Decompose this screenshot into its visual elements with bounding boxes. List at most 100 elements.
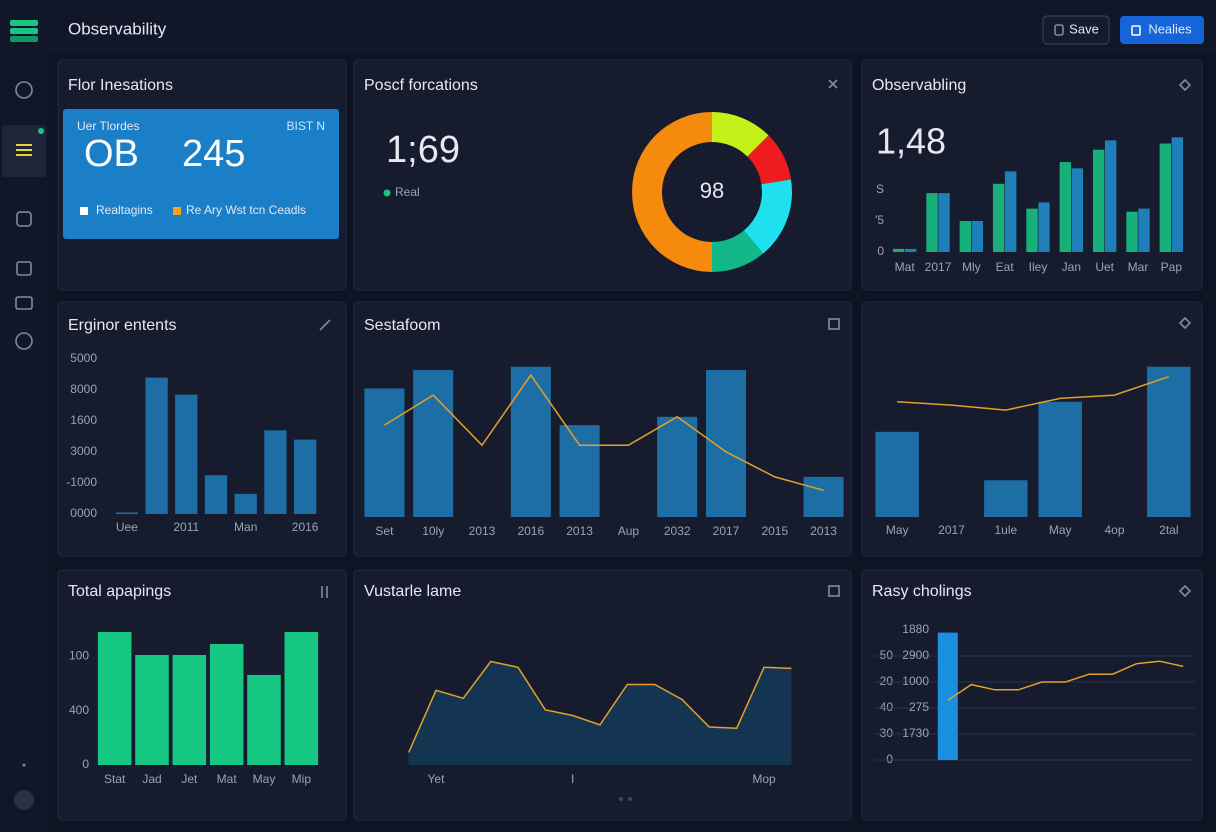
x-tick-label: I <box>571 772 574 786</box>
bar <box>1038 401 1082 517</box>
y-tick-label: 20 <box>880 674 894 688</box>
bar <box>705 370 747 517</box>
bar <box>209 643 244 765</box>
kpi-value: 245 <box>182 133 245 175</box>
bar <box>984 480 1028 517</box>
y-tick-label: 100 <box>69 648 89 662</box>
bar <box>1171 137 1184 252</box>
x-tick-label: Aup <box>618 524 640 538</box>
y2-tick-label: 1730 <box>902 726 929 740</box>
bar <box>559 425 600 517</box>
kpi-label: Uer Tlordes <box>77 119 139 133</box>
donut-segment <box>712 230 763 272</box>
y-tick-label: 5000 <box>70 351 97 365</box>
bar <box>1026 208 1038 252</box>
x-tick-label: 2013 <box>810 524 837 538</box>
donut-segment <box>632 112 712 272</box>
panel-title: Sestafoom <box>364 317 440 334</box>
panel-title: Observabling <box>872 77 966 94</box>
x-tick-label: Stat <box>104 772 126 786</box>
bar <box>234 493 257 514</box>
area <box>408 661 792 765</box>
panel-title: Vustarle lame <box>364 583 461 600</box>
bar <box>657 416 698 517</box>
x-tick-label: 1ule <box>994 523 1017 537</box>
y-tick-label: 8000 <box>70 382 97 396</box>
bar <box>172 654 207 765</box>
x-tick-label: 2016 <box>292 520 319 534</box>
bar <box>247 674 281 765</box>
x-tick-label: Jet <box>181 772 198 786</box>
bar <box>135 654 169 765</box>
x-tick-label: Iley <box>1029 260 1048 274</box>
line <box>947 660 1184 701</box>
bar <box>1071 168 1084 252</box>
kpi-value: OB <box>84 133 139 175</box>
bar <box>938 193 950 252</box>
line <box>408 660 792 753</box>
x-tick-label: 2tal <box>1159 523 1178 537</box>
bar <box>937 632 958 760</box>
logo <box>10 20 38 42</box>
line <box>384 373 824 492</box>
y-tick-label: 3000 <box>70 444 97 458</box>
donut-center-label: 98 <box>700 178 724 203</box>
kpi-value: 1;69 <box>386 129 460 171</box>
save-button[interactable]: Save <box>1042 15 1110 45</box>
x-tick-label: 2032 <box>664 524 691 538</box>
x-tick-label: Man <box>234 520 257 534</box>
x-tick-label: Set <box>375 524 394 538</box>
legend-swatch <box>80 207 88 215</box>
sidebar-icons[interactable] <box>2 81 46 810</box>
top-bar <box>0 0 1216 54</box>
bar <box>97 631 132 765</box>
x-tick-label: Uee <box>116 520 138 534</box>
y-tick-label: S <box>876 182 884 196</box>
bar <box>1126 211 1138 252</box>
panel-icons[interactable] <box>319 78 1192 801</box>
bar <box>364 388 405 517</box>
bar <box>204 475 228 514</box>
bar <box>803 476 844 517</box>
bar <box>875 431 919 517</box>
panel-title: Total apapings <box>68 583 171 600</box>
bar <box>294 439 317 514</box>
sidebar <box>0 54 48 832</box>
x-tick-label: May <box>886 523 909 537</box>
x-tick-label: 2013 <box>566 524 593 538</box>
y-tick-label: 0 <box>877 244 884 258</box>
x-tick-label: 2013 <box>469 524 496 538</box>
x-tick-label: May <box>1049 523 1072 537</box>
legend-label: Re Ary Wst tcn Ceadls <box>186 203 306 217</box>
bar <box>264 430 287 514</box>
bar <box>1147 366 1191 517</box>
x-tick-label: Mly <box>962 260 981 274</box>
y-tick-label: 0000 <box>70 506 97 520</box>
bar <box>971 221 984 252</box>
x-tick-label: 4op <box>1104 523 1124 537</box>
panel-title: Flor Inesations <box>68 77 173 94</box>
x-tick-label: Yet <box>428 772 446 786</box>
x-tick-label: Mop <box>752 772 776 786</box>
x-tick-label: Mat <box>895 260 916 274</box>
bar <box>284 631 319 765</box>
x-tick-label: 2017 <box>938 523 965 537</box>
primary-button[interactable]: Nealies <box>1120 16 1204 44</box>
y-tick-label: 0 <box>886 752 893 766</box>
bar <box>959 221 972 252</box>
y-tick-label: 30 <box>880 726 894 740</box>
bar <box>1059 162 1072 252</box>
y-tick-label: 40 <box>880 700 894 714</box>
bar <box>413 370 454 517</box>
button-label[interactable]: Nealies <box>1148 21 1192 36</box>
y2-tick-label: 1880 <box>902 622 929 636</box>
y-tick-label: 1600 <box>70 413 97 427</box>
kpi-value: 1,48 <box>876 121 946 162</box>
kpi-card: Flor Inesations Uer Tlordes BIST N OB 24… <box>63 77 339 239</box>
legend-label: Real <box>395 185 420 199</box>
bar <box>1138 208 1150 252</box>
bar <box>175 394 198 514</box>
button-label[interactable]: Save <box>1069 21 1099 36</box>
bar <box>1004 171 1017 252</box>
